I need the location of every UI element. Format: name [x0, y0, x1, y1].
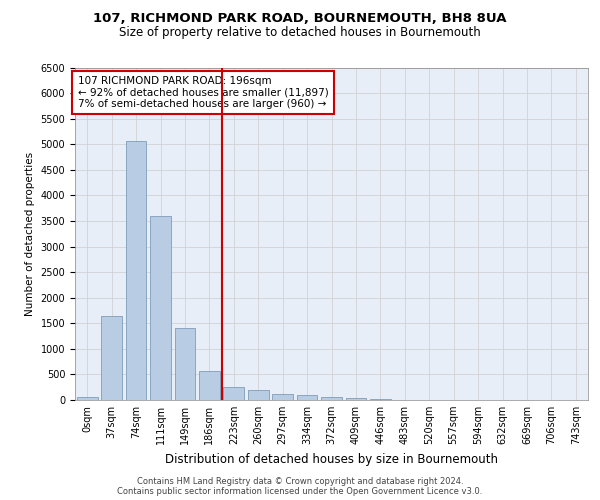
Bar	[321, 397, 342, 400]
Text: Contains public sector information licensed under the Open Government Licence v3: Contains public sector information licen…	[118, 487, 482, 496]
Bar	[175, 328, 196, 400]
Text: Contains HM Land Registry data © Crown copyright and database right 2024.: Contains HM Land Registry data © Crown c…	[137, 477, 463, 486]
Bar	[77, 397, 98, 400]
Bar	[125, 140, 146, 400]
Bar	[223, 386, 244, 400]
Bar	[248, 390, 269, 400]
Bar	[296, 396, 317, 400]
Text: 107, RICHMOND PARK ROAD, BOURNEMOUTH, BH8 8UA: 107, RICHMOND PARK ROAD, BOURNEMOUTH, BH…	[93, 12, 507, 26]
Bar	[346, 398, 367, 400]
Y-axis label: Number of detached properties: Number of detached properties	[25, 152, 35, 316]
Text: Size of property relative to detached houses in Bournemouth: Size of property relative to detached ho…	[119, 26, 481, 39]
Bar	[150, 216, 171, 400]
Bar	[101, 316, 122, 400]
Text: 107 RICHMOND PARK ROAD: 196sqm
← 92% of detached houses are smaller (11,897)
7% : 107 RICHMOND PARK ROAD: 196sqm ← 92% of …	[77, 76, 328, 109]
Bar	[199, 371, 220, 400]
X-axis label: Distribution of detached houses by size in Bournemouth: Distribution of detached houses by size …	[165, 452, 498, 466]
Bar	[272, 394, 293, 400]
